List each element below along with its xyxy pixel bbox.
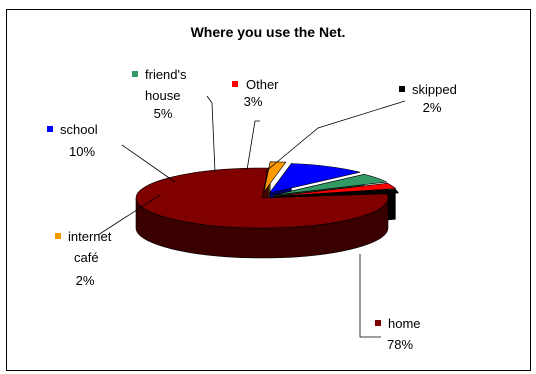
leader-line-other — [246, 120, 260, 171]
pie-slice-home — [135, 167, 389, 229]
pie-slice-skipped — [273, 188, 400, 198]
slice-percent-other: 3% — [244, 94, 263, 109]
slice-percent-skipped: 2% — [423, 100, 442, 115]
pie-slice-friend-s-house — [273, 174, 388, 196]
slice-percent-friend-s-house: 5% — [154, 106, 173, 121]
leader-line-home — [359, 254, 381, 338]
slice-label-internet-caf: internet café — [68, 229, 112, 265]
slice-labels: home 78% internet café 2% school 10% friend's ho… — [47, 67, 457, 352]
slice-percent-internet-caf: 2% — [76, 273, 95, 288]
chart-title: Where you use the Net. — [191, 24, 346, 40]
legend-marker-friend-s-house — [132, 71, 138, 77]
slice-label-home: home — [388, 316, 421, 331]
slice-label-friend-s-house: friend's house — [145, 67, 187, 103]
legend-marker-school — [47, 126, 53, 132]
slice-label-skipped: skipped — [412, 82, 457, 97]
leader-line-friend-s-house — [206, 95, 216, 173]
legend-marker-internet-caf — [55, 233, 61, 239]
leader-line-skipped — [264, 100, 406, 173]
leader-lines — [97, 95, 406, 338]
leader-line-internet-caf — [97, 194, 161, 236]
slice-label-other: Other — [246, 77, 279, 92]
legend-marker-home — [375, 320, 381, 326]
legend-marker-skipped — [399, 86, 405, 92]
pie-slice-internet-caf — [263, 161, 287, 192]
slice-percent-home: 78% — [387, 337, 413, 352]
slice-percent-school: 10% — [69, 144, 95, 159]
pie-slice-other — [274, 182, 397, 197]
leader-line-school — [121, 144, 176, 183]
pie-slice-school — [268, 163, 361, 194]
slice-label-school: school — [60, 122, 98, 137]
pie-tops — [135, 161, 400, 229]
legend-marker-other — [232, 81, 238, 87]
